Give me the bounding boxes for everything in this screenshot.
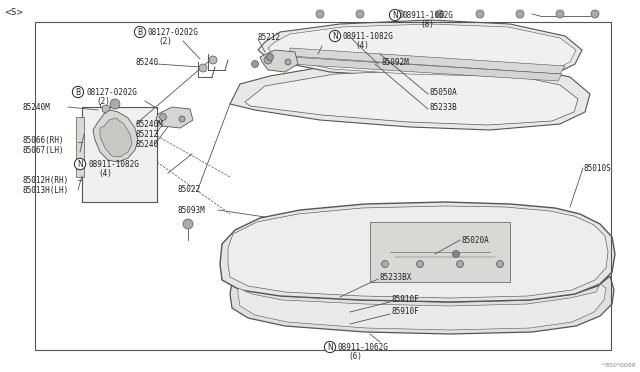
Circle shape bbox=[159, 113, 166, 121]
Polygon shape bbox=[238, 284, 606, 330]
Circle shape bbox=[199, 64, 207, 72]
Text: 85092M: 85092M bbox=[382, 58, 410, 67]
Text: 85010S: 85010S bbox=[584, 164, 612, 173]
Circle shape bbox=[179, 116, 185, 122]
Text: 85233B: 85233B bbox=[430, 103, 458, 112]
Text: 85050A: 85050A bbox=[430, 87, 458, 96]
Bar bbox=[82, 107, 157, 202]
Polygon shape bbox=[93, 110, 138, 162]
Text: (2): (2) bbox=[158, 36, 172, 45]
Text: (2): (2) bbox=[96, 96, 110, 106]
Circle shape bbox=[102, 105, 110, 113]
Text: 85212: 85212 bbox=[136, 129, 159, 138]
Bar bbox=[35, 22, 611, 350]
Text: 85910F: 85910F bbox=[392, 308, 420, 317]
Circle shape bbox=[266, 54, 273, 61]
Circle shape bbox=[436, 10, 444, 18]
Circle shape bbox=[591, 10, 599, 18]
Polygon shape bbox=[220, 202, 615, 302]
Circle shape bbox=[417, 260, 424, 267]
Text: 85012H(RH): 85012H(RH) bbox=[22, 176, 68, 185]
Polygon shape bbox=[260, 50, 298, 72]
Circle shape bbox=[316, 10, 324, 18]
Polygon shape bbox=[268, 24, 576, 76]
Text: ^850*0098: ^850*0098 bbox=[600, 363, 636, 368]
Circle shape bbox=[252, 61, 259, 67]
Circle shape bbox=[497, 260, 504, 267]
Circle shape bbox=[396, 10, 404, 18]
Polygon shape bbox=[258, 20, 582, 80]
Text: 85240: 85240 bbox=[136, 140, 159, 148]
Text: N: N bbox=[332, 32, 338, 41]
Text: N: N bbox=[77, 160, 83, 169]
Polygon shape bbox=[228, 206, 608, 298]
Polygon shape bbox=[156, 107, 193, 128]
Polygon shape bbox=[290, 57, 562, 81]
Text: 85067(LH): 85067(LH) bbox=[22, 145, 63, 154]
Polygon shape bbox=[290, 48, 565, 74]
Text: B: B bbox=[76, 87, 81, 96]
Polygon shape bbox=[230, 60, 590, 130]
Circle shape bbox=[356, 10, 364, 18]
Circle shape bbox=[556, 10, 564, 18]
Bar bbox=[370, 222, 510, 282]
Text: 08911-1082G: 08911-1082G bbox=[88, 160, 139, 169]
Text: 85020A: 85020A bbox=[462, 235, 490, 244]
Text: 08911-1062G: 08911-1062G bbox=[403, 10, 454, 19]
Text: 85066(RH): 85066(RH) bbox=[22, 135, 63, 144]
Text: <S>: <S> bbox=[4, 8, 23, 17]
Text: 85022: 85022 bbox=[178, 185, 201, 193]
Circle shape bbox=[452, 250, 460, 257]
Text: 08911-1082G: 08911-1082G bbox=[343, 32, 394, 41]
Circle shape bbox=[183, 219, 193, 229]
Text: (4): (4) bbox=[98, 169, 112, 177]
Text: 08127-0202G: 08127-0202G bbox=[148, 28, 199, 36]
Text: 85093M: 85093M bbox=[178, 205, 205, 215]
Text: 85240M: 85240M bbox=[136, 119, 164, 128]
Polygon shape bbox=[100, 118, 132, 157]
Text: 85240M: 85240M bbox=[22, 103, 50, 112]
Circle shape bbox=[516, 10, 524, 18]
Text: B: B bbox=[138, 28, 143, 36]
Polygon shape bbox=[245, 70, 578, 125]
Circle shape bbox=[209, 56, 217, 64]
Text: N: N bbox=[392, 10, 398, 19]
Text: 08911-1062G: 08911-1062G bbox=[338, 343, 389, 352]
Text: (6): (6) bbox=[348, 352, 362, 360]
Text: 08127-0202G: 08127-0202G bbox=[86, 87, 137, 96]
Circle shape bbox=[110, 99, 120, 109]
Bar bbox=[76, 117, 84, 177]
Text: (4): (4) bbox=[355, 41, 369, 49]
Polygon shape bbox=[230, 276, 614, 334]
Circle shape bbox=[456, 260, 463, 267]
Circle shape bbox=[285, 59, 291, 65]
Text: 85233BX: 85233BX bbox=[380, 273, 412, 282]
Text: 85212: 85212 bbox=[258, 32, 281, 42]
Text: 85240: 85240 bbox=[136, 58, 159, 67]
Text: 85013H(LH): 85013H(LH) bbox=[22, 186, 68, 195]
Circle shape bbox=[476, 10, 484, 18]
Text: (8): (8) bbox=[420, 19, 434, 29]
Text: 85910F: 85910F bbox=[392, 295, 420, 305]
Circle shape bbox=[381, 260, 388, 267]
Circle shape bbox=[264, 56, 272, 64]
Text: N: N bbox=[327, 343, 333, 352]
